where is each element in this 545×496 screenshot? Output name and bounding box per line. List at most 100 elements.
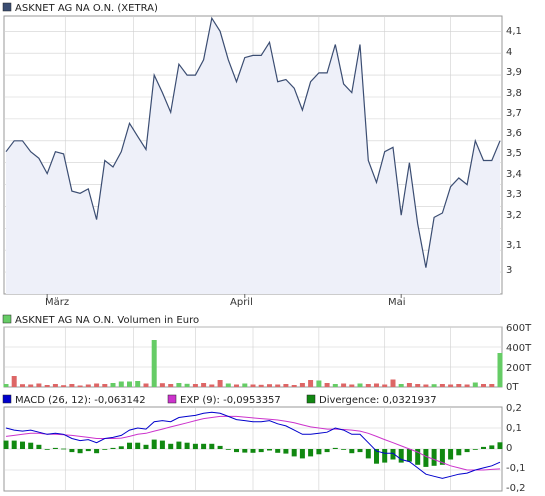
divergence-bar — [36, 444, 42, 449]
divergence-bar — [234, 449, 239, 453]
exp-legend-icon — [167, 394, 177, 404]
macd-legend-icon — [2, 394, 12, 404]
divergence-bar — [110, 447, 116, 449]
volume-bar — [102, 384, 108, 387]
volume-bar — [283, 384, 289, 387]
volume-bar — [143, 383, 149, 387]
price-line — [5, 16, 501, 268]
volume-bar — [341, 383, 347, 387]
volume-bar — [448, 384, 454, 387]
divergence-bar — [332, 447, 338, 449]
volume-bar — [464, 384, 470, 387]
volume-bar — [357, 383, 363, 387]
divergence-bar — [481, 446, 486, 449]
divergence-bar — [382, 449, 388, 463]
price-y-tick: 3 — [506, 265, 512, 276]
volume-bar — [77, 385, 83, 387]
divergence-bar — [324, 449, 330, 453]
volume-bar — [242, 383, 248, 387]
volume-bar — [382, 384, 388, 387]
price-legend-label: ASKNET AG NA O.N. (XETRA) — [15, 3, 158, 14]
price-y-tick: 3,8 — [506, 88, 522, 99]
divergence-bar — [365, 449, 371, 459]
divergence-bar — [242, 449, 248, 453]
volume-bar — [151, 340, 157, 387]
divergence-bar — [118, 446, 124, 449]
divergence-bar — [431, 449, 437, 466]
price-y-tick: 4 — [506, 47, 512, 58]
divergence-bar — [192, 443, 198, 450]
volume-bars — [3, 340, 503, 387]
volume-bar — [192, 384, 198, 387]
volume-bar — [481, 384, 486, 387]
volume-bar — [332, 384, 338, 387]
x-label-april: April — [230, 297, 253, 308]
divergence-bar — [390, 449, 396, 460]
volume-bar — [94, 383, 100, 387]
volume-bar — [127, 381, 132, 387]
divergence-bar — [85, 449, 91, 452]
volume-bar — [28, 384, 34, 387]
volume-bar — [275, 384, 281, 387]
divergence-bar — [250, 449, 256, 453]
x-label-mai: Mai — [388, 297, 406, 308]
price-y-tick: 4,1 — [506, 26, 522, 37]
volume-bar — [489, 384, 495, 387]
divergence-bar — [283, 449, 289, 454]
divergence-bar — [423, 449, 429, 467]
volume-y-tick: 400T — [506, 343, 532, 354]
price-y-tick: 3,9 — [506, 67, 522, 78]
divergence-bar — [77, 449, 83, 454]
volume-bar — [184, 383, 190, 387]
divergence-bars — [3, 439, 503, 467]
divergence-bar — [308, 449, 314, 457]
divergence-bar — [439, 449, 445, 465]
volume-bar — [168, 384, 174, 387]
macd-line — [5, 411, 501, 479]
volume-bar — [225, 383, 231, 387]
volume-bar — [267, 384, 272, 387]
divergence-bar — [52, 447, 58, 449]
volume-bar — [52, 384, 58, 387]
volume-y-tick: 600T — [506, 323, 532, 334]
volume-bar — [439, 384, 445, 387]
volume-bar — [110, 383, 116, 387]
price-y-tick: 3,1 — [506, 240, 522, 251]
volume-bar — [44, 385, 50, 387]
x-label-maerz: März — [45, 297, 69, 308]
divergence-bar — [102, 449, 108, 450]
volume-bar — [374, 383, 379, 387]
macd-y-tick: -0,1 — [506, 463, 526, 474]
macd-y-tick: 0,2 — [506, 403, 522, 414]
divergence-bar — [217, 445, 223, 449]
divergence-legend-label: Divergence: 0,0321937 — [319, 395, 437, 406]
volume-bar — [36, 383, 42, 387]
price-y-tick: 3,3 — [506, 189, 522, 200]
volume-y-tick: 200T — [506, 363, 532, 374]
volume-bar — [258, 384, 264, 387]
price-panel: 4,1 4 3,9 3,8 3,7 3,6 3,5 3,4 3,3 3,2 3,… — [3, 15, 522, 308]
divergence-bar — [406, 449, 412, 462]
volume-bar — [406, 383, 412, 387]
divergence-bar — [168, 443, 174, 450]
volume-legend-label: ASKNET AG NA O.N. Volumen in Euro — [15, 315, 199, 326]
divergence-bar — [135, 442, 141, 449]
divergence-bar — [316, 449, 322, 455]
divergence-bar — [28, 442, 34, 449]
volume-bar — [135, 381, 141, 387]
divergence-bar — [44, 449, 50, 450]
macd-panel: 0,2 0,1 0 -0,1 -0,2 — [3, 403, 526, 494]
divergence-bar — [176, 441, 182, 449]
volume-bar — [85, 384, 91, 387]
volume-bar — [61, 385, 67, 387]
volume-bar — [299, 383, 305, 387]
divergence-bar — [20, 441, 25, 449]
divergence-bar — [374, 449, 379, 464]
volume-bar — [3, 384, 9, 387]
macd-legend: MACD (26, 12): -0,063142 EXP (9): -0,095… — [2, 394, 437, 406]
macd-y-tick: 0,1 — [506, 423, 522, 434]
volume-bar — [250, 384, 256, 387]
macd-y-tick: 0 — [506, 443, 512, 454]
volume-bar — [349, 384, 355, 387]
